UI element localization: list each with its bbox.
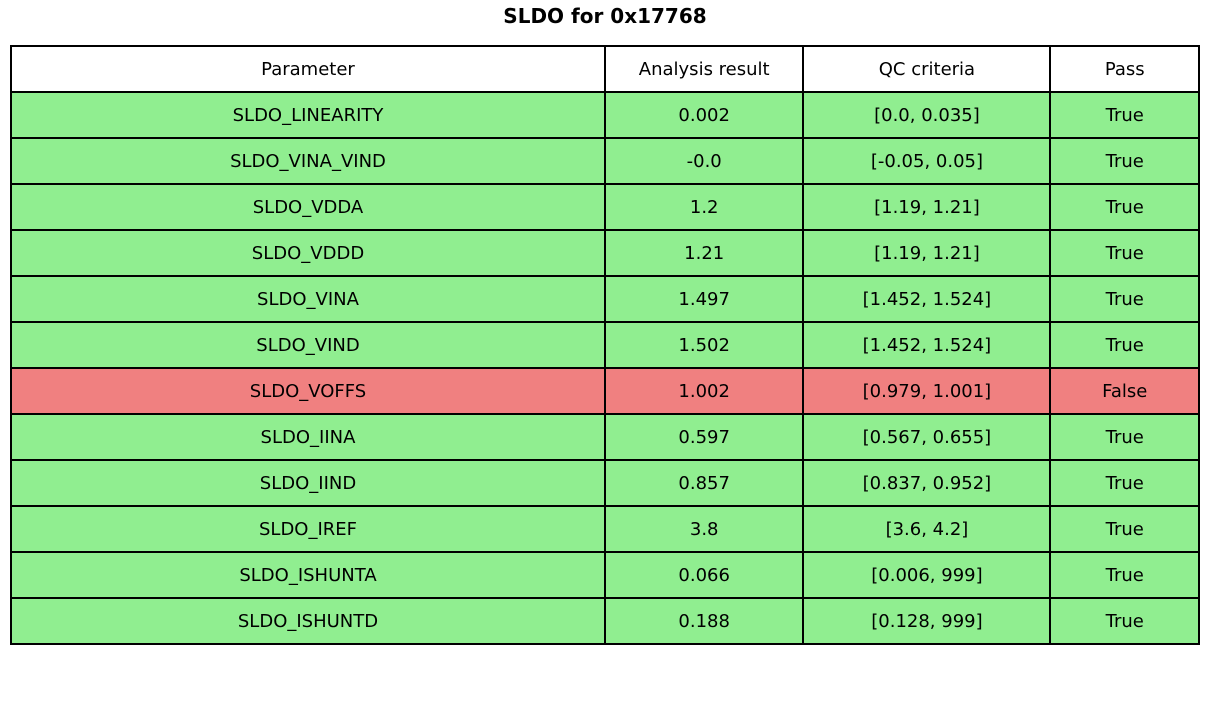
cell-parameter: SLDO_ISHUNTD <box>10 597 606 645</box>
table-row: SLDO_VIND 1.502 [1.452, 1.524] True <box>10 321 1200 369</box>
table-row: SLDO_IREF 3.8 [3.6, 4.2] True <box>10 505 1200 553</box>
cell-analysis-result: 0.002 <box>603 91 805 139</box>
table-body: SLDO_LINEARITY 0.002 [0.0, 0.035] True SLDO_… <box>10 91 1200 645</box>
column-header-parameter: Parameter <box>10 45 606 93</box>
cell-qc-criteria: [0.837, 0.952] <box>802 459 1052 507</box>
cell-analysis-result: 0.597 <box>603 413 805 461</box>
cell-parameter: SLDO_VOFFS <box>10 367 606 415</box>
cell-parameter: SLDO_IIND <box>10 459 606 507</box>
cell-analysis-result: 0.188 <box>603 597 805 645</box>
cell-qc-criteria: [-0.05, 0.05] <box>802 137 1052 185</box>
column-header-qc-criteria: QC criteria <box>802 45 1052 93</box>
cell-qc-criteria: [0.128, 999] <box>802 597 1052 645</box>
cell-qc-criteria: [1.452, 1.524] <box>802 321 1052 369</box>
table-row: SLDO_VINA 1.497 [1.452, 1.524] True <box>10 275 1200 323</box>
table-row: SLDO_ISHUNTD 0.188 [0.128, 999] True <box>10 597 1200 645</box>
table-header: Parameter Analysis result QC criteria Pa… <box>10 45 1200 93</box>
cell-analysis-result: 1.002 <box>603 367 805 415</box>
cell-pass: False <box>1049 367 1200 415</box>
table-row: SLDO_VOFFS 1.002 [0.979, 1.001] False <box>10 367 1200 415</box>
table-row: SLDO_VDDD 1.21 [1.19, 1.21] True <box>10 229 1200 277</box>
cell-parameter: SLDO_VIND <box>10 321 606 369</box>
column-header-analysis-result: Analysis result <box>603 45 805 93</box>
cell-pass: True <box>1049 275 1200 323</box>
table-row: SLDO_IIND 0.857 [0.837, 0.952] True <box>10 459 1200 507</box>
cell-parameter: SLDO_ISHUNTA <box>10 551 606 599</box>
table-row: SLDO_ISHUNTA 0.066 [0.006, 999] True <box>10 551 1200 599</box>
cell-pass: True <box>1049 551 1200 599</box>
column-header-pass: Pass <box>1049 45 1200 93</box>
cell-analysis-result: 1.502 <box>603 321 805 369</box>
cell-analysis-result: 0.857 <box>603 459 805 507</box>
cell-parameter: SLDO_VDDD <box>10 229 606 277</box>
cell-pass: True <box>1049 459 1200 507</box>
cell-analysis-result: 3.8 <box>603 505 805 553</box>
cell-pass: True <box>1049 413 1200 461</box>
qc-results-table: Parameter Analysis result QC criteria Pa… <box>10 45 1200 645</box>
cell-analysis-result: 1.2 <box>603 183 805 231</box>
cell-parameter: SLDO_IREF <box>10 505 606 553</box>
cell-parameter: SLDO_VINA_VIND <box>10 137 606 185</box>
table-row: SLDO_VDDA 1.2 [1.19, 1.21] True <box>10 183 1200 231</box>
cell-qc-criteria: [0.006, 999] <box>802 551 1052 599</box>
cell-parameter: SLDO_LINEARITY <box>10 91 606 139</box>
figure-title: SLDO for 0x17768 <box>503 4 707 28</box>
cell-analysis-result: -0.0 <box>603 137 805 185</box>
cell-qc-criteria: [0.979, 1.001] <box>802 367 1052 415</box>
cell-analysis-result: 1.497 <box>603 275 805 323</box>
cell-pass: True <box>1049 597 1200 645</box>
cell-qc-criteria: [0.567, 0.655] <box>802 413 1052 461</box>
cell-parameter: SLDO_IINA <box>10 413 606 461</box>
cell-parameter: SLDO_VDDA <box>10 183 606 231</box>
cell-pass: True <box>1049 229 1200 277</box>
cell-qc-criteria: [1.19, 1.21] <box>802 183 1052 231</box>
table-row: SLDO_LINEARITY 0.002 [0.0, 0.035] True <box>10 91 1200 139</box>
cell-parameter: SLDO_VINA <box>10 275 606 323</box>
cell-pass: True <box>1049 321 1200 369</box>
cell-pass: True <box>1049 183 1200 231</box>
cell-qc-criteria: [1.19, 1.21] <box>802 229 1052 277</box>
cell-pass: True <box>1049 91 1200 139</box>
table-row: SLDO_VINA_VIND -0.0 [-0.05, 0.05] True <box>10 137 1200 185</box>
cell-analysis-result: 1.21 <box>603 229 805 277</box>
cell-analysis-result: 0.066 <box>603 551 805 599</box>
cell-pass: True <box>1049 137 1200 185</box>
cell-qc-criteria: [3.6, 4.2] <box>802 505 1052 553</box>
table-row: SLDO_IINA 0.597 [0.567, 0.655] True <box>10 413 1200 461</box>
cell-qc-criteria: [1.452, 1.524] <box>802 275 1052 323</box>
header-row: Parameter Analysis result QC criteria Pa… <box>10 45 1200 93</box>
cell-pass: True <box>1049 505 1200 553</box>
cell-qc-criteria: [0.0, 0.035] <box>802 91 1052 139</box>
